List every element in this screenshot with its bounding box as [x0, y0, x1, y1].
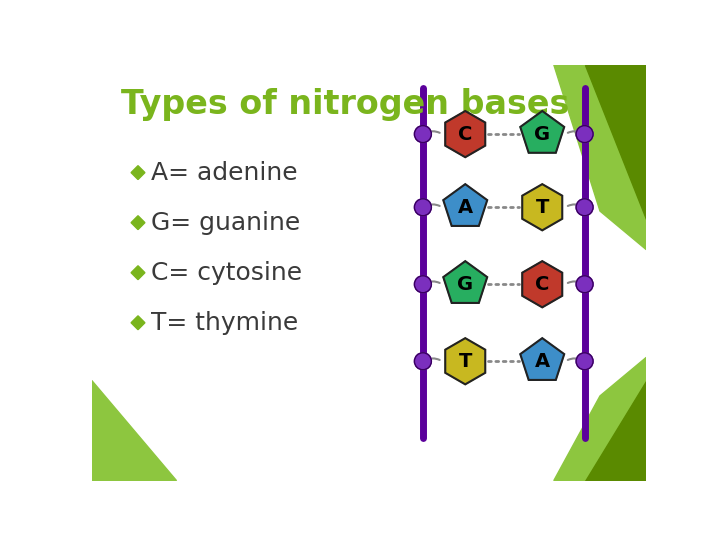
- Text: A: A: [458, 198, 473, 217]
- Text: T: T: [459, 352, 472, 371]
- Polygon shape: [522, 261, 562, 307]
- Polygon shape: [521, 111, 564, 153]
- Circle shape: [415, 199, 431, 215]
- Text: T: T: [536, 198, 549, 217]
- Text: G: G: [457, 275, 473, 294]
- Polygon shape: [522, 184, 562, 231]
- Text: G: G: [534, 125, 550, 144]
- Polygon shape: [554, 357, 647, 481]
- Circle shape: [415, 126, 431, 143]
- Polygon shape: [521, 338, 564, 380]
- Text: C: C: [458, 125, 472, 144]
- Text: C: C: [535, 275, 549, 294]
- Polygon shape: [554, 65, 647, 249]
- Circle shape: [576, 199, 593, 215]
- Text: Types of nitrogen bases: Types of nitrogen bases: [121, 88, 570, 121]
- Circle shape: [576, 276, 593, 293]
- Polygon shape: [445, 111, 485, 157]
- Text: A= adenine: A= adenine: [151, 160, 297, 185]
- Polygon shape: [445, 338, 485, 384]
- Circle shape: [576, 353, 593, 370]
- Polygon shape: [92, 381, 176, 481]
- Polygon shape: [131, 166, 145, 179]
- Circle shape: [415, 276, 431, 293]
- Polygon shape: [444, 184, 487, 226]
- Circle shape: [576, 126, 593, 143]
- Text: G= guanine: G= guanine: [151, 211, 300, 235]
- Polygon shape: [131, 266, 145, 280]
- Polygon shape: [585, 381, 647, 481]
- Polygon shape: [131, 316, 145, 330]
- Polygon shape: [444, 261, 487, 303]
- Polygon shape: [131, 215, 145, 230]
- Text: A: A: [535, 352, 550, 371]
- Circle shape: [415, 353, 431, 370]
- Text: C= cytosine: C= cytosine: [151, 261, 302, 285]
- Text: T= thymine: T= thymine: [151, 310, 298, 335]
- Polygon shape: [585, 65, 647, 219]
